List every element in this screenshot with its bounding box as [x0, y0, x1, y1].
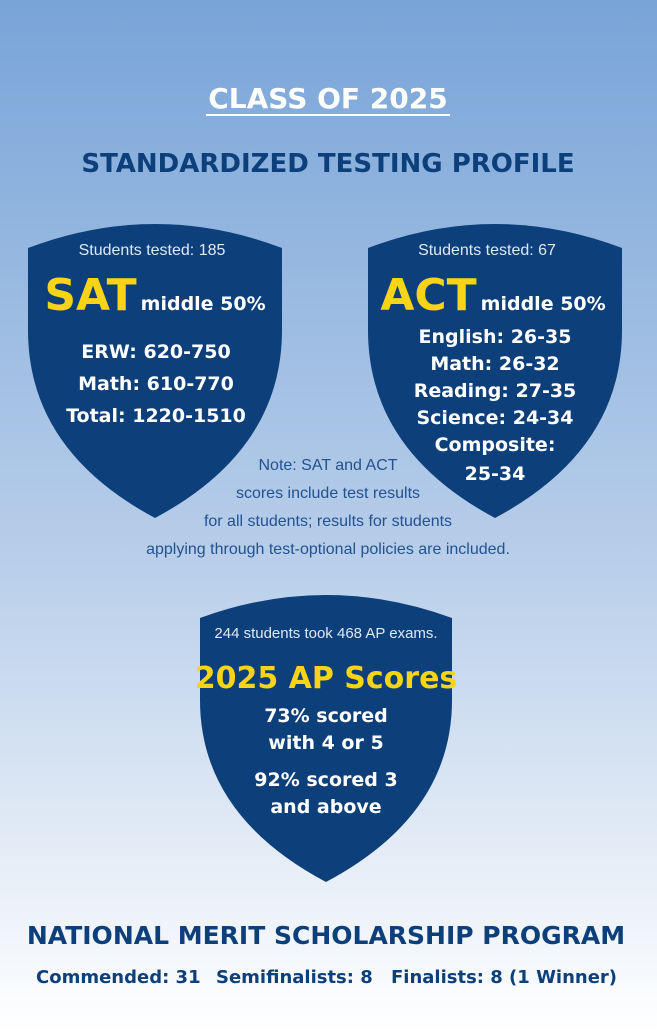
act-line: Composite:: [435, 434, 556, 456]
sat-heading: SAT middle 50%: [44, 270, 265, 321]
sat-line: Math: 610-770: [78, 373, 234, 395]
ap-title: 2025 AP Scores: [195, 661, 458, 696]
merit-item: Finalists: 8 (1 Winner): [391, 967, 617, 988]
ap-shield: [200, 595, 452, 882]
ap-line: with 4 or 5: [268, 732, 383, 754]
merit-title: NATIONAL MERIT SCHOLARSHIP PROGRAM: [27, 921, 625, 950]
act-heading: ACT middle 50%: [380, 270, 605, 321]
act-line: 25-34: [465, 463, 526, 485]
act-name: ACT: [380, 270, 476, 321]
sat-name: SAT: [44, 270, 136, 321]
act-shield: [368, 224, 622, 518]
ap-line: 73% scored: [264, 705, 388, 727]
act-line: Science: 24-34: [416, 407, 573, 429]
ap-intro: 244 students took 468 AP exams.: [214, 625, 437, 642]
note-line: scores include test results: [236, 485, 420, 502]
sat-line: Total: 1220-1510: [66, 405, 246, 427]
act-range: middle 50%: [481, 293, 606, 315]
subtitle: STANDARDIZED TESTING PROFILE: [81, 149, 574, 179]
act-line: English: 26-35: [419, 326, 572, 348]
sat-shield: [28, 224, 282, 518]
sat-range: middle 50%: [141, 293, 266, 315]
sat-line: ERW: 620-750: [81, 341, 230, 363]
note-line: applying through test-optional policies …: [146, 541, 510, 558]
ap-line: and above: [270, 796, 381, 818]
note-line: for all students; results for students: [204, 513, 452, 530]
ap-line: 92% scored 3: [254, 769, 397, 791]
note-line: Note: SAT and ACT: [258, 457, 397, 474]
title: CLASS OF 2025: [208, 82, 448, 115]
act-line: Math: 26-32: [430, 353, 559, 375]
act-tested: Students tested: 67: [418, 242, 556, 259]
merit-item: Semifinalists: 8: [216, 967, 373, 988]
merit-item: Commended: 31: [36, 967, 201, 988]
act-line: Reading: 27-35: [414, 380, 577, 402]
sat-tested: Students tested: 185: [79, 242, 226, 259]
